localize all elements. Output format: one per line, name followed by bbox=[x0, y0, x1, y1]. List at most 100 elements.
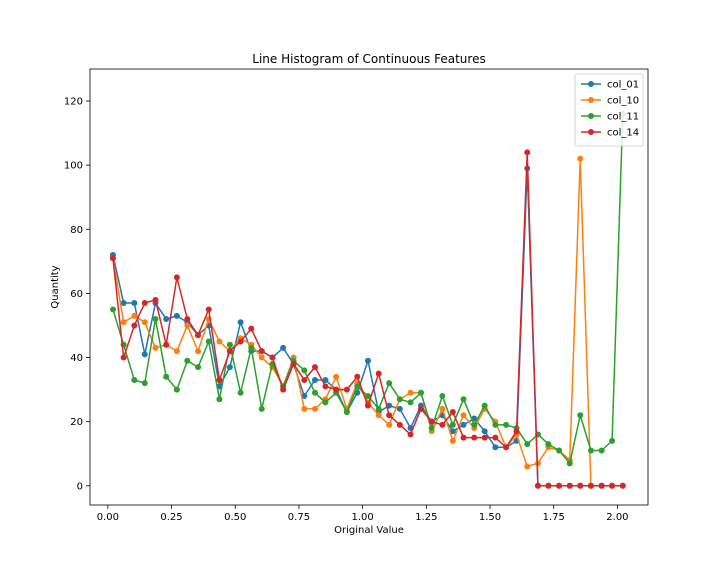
data-point bbox=[481, 434, 488, 441]
data-point bbox=[439, 405, 446, 412]
data-point bbox=[460, 421, 467, 428]
data-point bbox=[205, 338, 212, 345]
axes-frame bbox=[89, 68, 649, 506]
data-point bbox=[131, 322, 138, 329]
data-point bbox=[364, 402, 371, 409]
data-point bbox=[311, 405, 318, 412]
data-point bbox=[226, 348, 233, 355]
data-point bbox=[577, 412, 584, 419]
data-point bbox=[460, 412, 467, 419]
data-point bbox=[396, 405, 403, 412]
data-point bbox=[301, 376, 308, 383]
y-tick-label: 120 bbox=[64, 97, 83, 108]
data-point bbox=[216, 396, 223, 403]
data-point bbox=[566, 482, 573, 489]
y-tick-label: 60 bbox=[70, 289, 83, 300]
data-point bbox=[226, 341, 233, 348]
x-tick-label: 2.00 bbox=[606, 512, 628, 523]
y-tick-label: 80 bbox=[70, 225, 83, 236]
data-point bbox=[587, 447, 594, 454]
data-point bbox=[386, 421, 393, 428]
x-tick-label: 1.25 bbox=[415, 512, 437, 523]
data-point bbox=[524, 463, 531, 470]
data-point bbox=[195, 332, 202, 339]
data-point bbox=[375, 405, 382, 412]
data-point bbox=[311, 389, 318, 396]
data-point bbox=[598, 482, 605, 489]
data-point bbox=[322, 383, 329, 390]
data-point bbox=[407, 399, 414, 406]
x-tick-label: 1.00 bbox=[351, 512, 373, 523]
data-point bbox=[439, 421, 446, 428]
data-point bbox=[131, 312, 138, 319]
y-tick-label: 20 bbox=[70, 417, 83, 428]
data-point bbox=[152, 296, 159, 303]
legend-label: col_14 bbox=[607, 128, 639, 139]
data-point bbox=[407, 431, 414, 438]
data-point bbox=[566, 460, 573, 467]
x-tick-label: 0.75 bbox=[288, 512, 310, 523]
data-point bbox=[333, 386, 340, 393]
data-point bbox=[173, 386, 180, 393]
data-point bbox=[120, 319, 127, 326]
data-point bbox=[471, 434, 478, 441]
data-point bbox=[513, 428, 520, 435]
data-point bbox=[343, 409, 350, 416]
data-point bbox=[375, 412, 382, 419]
x-tick-label: 0.00 bbox=[97, 512, 119, 523]
y-tick-label: 0 bbox=[77, 481, 83, 492]
data-point bbox=[460, 434, 467, 441]
data-point bbox=[120, 300, 127, 307]
data-point bbox=[492, 444, 499, 451]
data-point bbox=[428, 418, 435, 425]
data-point bbox=[619, 482, 626, 489]
legend-marker bbox=[588, 97, 594, 103]
data-point bbox=[460, 396, 467, 403]
data-point bbox=[290, 360, 297, 367]
legend: col_01 col_10 col_11 col_14 bbox=[574, 73, 644, 147]
data-point bbox=[258, 348, 265, 355]
data-point bbox=[524, 441, 531, 448]
data-point bbox=[109, 255, 116, 262]
data-point bbox=[109, 306, 116, 313]
data-point bbox=[322, 376, 329, 383]
data-point bbox=[152, 344, 159, 351]
data-point bbox=[545, 482, 552, 489]
data-point bbox=[301, 367, 308, 374]
data-point bbox=[280, 386, 287, 393]
data-point bbox=[311, 364, 318, 371]
data-point bbox=[237, 319, 244, 326]
data-point bbox=[195, 348, 202, 355]
data-point bbox=[184, 322, 191, 329]
legend-label: col_01 bbox=[607, 80, 639, 91]
data-point bbox=[301, 393, 308, 399]
data-point bbox=[173, 274, 180, 281]
data-point bbox=[184, 357, 191, 364]
data-point bbox=[141, 351, 148, 358]
data-point bbox=[311, 376, 318, 383]
data-point bbox=[407, 389, 414, 396]
legend-marker bbox=[588, 81, 594, 87]
data-point bbox=[343, 386, 350, 393]
data-point bbox=[173, 348, 180, 355]
y-axis: 0 20 40 60 80 100 120 bbox=[64, 97, 90, 492]
data-point bbox=[609, 437, 616, 444]
data-point bbox=[556, 482, 563, 489]
data-point bbox=[216, 376, 223, 383]
legend-marker bbox=[588, 113, 594, 119]
data-point bbox=[248, 344, 255, 351]
data-point bbox=[396, 421, 403, 428]
x-tick-label: 0.50 bbox=[224, 512, 246, 523]
data-point bbox=[131, 300, 138, 307]
series-col_14 bbox=[109, 149, 626, 489]
data-point bbox=[396, 396, 403, 403]
data-point bbox=[364, 357, 371, 364]
data-point bbox=[492, 434, 499, 441]
x-tick-label: 0.25 bbox=[160, 512, 182, 523]
data-point bbox=[364, 393, 371, 399]
x-axis: 0.00 0.25 0.50 0.75 1.00 1.25 1.50 1.75 2.00 bbox=[97, 505, 629, 523]
data-point bbox=[417, 405, 424, 412]
data-point bbox=[141, 300, 148, 307]
data-point bbox=[503, 421, 510, 428]
data-point bbox=[449, 437, 456, 444]
